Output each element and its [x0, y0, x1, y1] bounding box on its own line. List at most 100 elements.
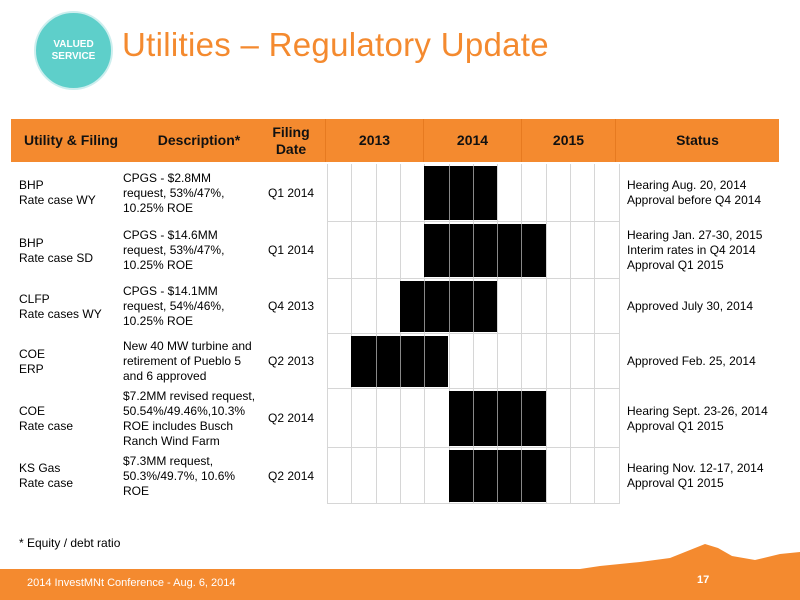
row-divider	[327, 503, 619, 504]
timeline-gridline	[399, 222, 401, 279]
cell-status: Hearing Nov. 12-17, 2014 Approval Q1 201…	[627, 461, 764, 490]
cell-filing-date: Q2 2014	[268, 468, 315, 483]
cell-description: CPGS - $2.8MM request, 53%/47%, 10.25% R…	[123, 170, 225, 215]
cell-filing-date: Q1 2014	[268, 243, 315, 257]
footnote: * Equity / debt ratio	[19, 536, 121, 550]
header-year-2014: 2014	[456, 132, 489, 148]
schedule-bar-quarter-divider	[448, 166, 450, 220]
mountain-decoration	[560, 544, 800, 572]
timeline-gridline	[351, 389, 353, 448]
table-row: COE Rate case $7.2MM revised request, 50.…	[11, 389, 779, 448]
schedule-bar	[424, 166, 498, 220]
cell-utility: BHP Rate case WY	[19, 178, 96, 207]
timeline-gridline	[570, 389, 571, 448]
timeline-gridline	[545, 334, 547, 389]
cell-description: $7.2MM revised request, 50.54%/49.46%,10…	[123, 388, 256, 448]
cell-utility: KS Gas Rate case	[19, 461, 74, 490]
timeline-gridline	[594, 389, 596, 448]
header-status: Status	[676, 132, 719, 148]
timeline-gridline	[594, 222, 596, 279]
cell-filing-date: Q2 2013	[268, 354, 315, 368]
row-divider	[327, 447, 619, 448]
cell-description: CPGS - $14.6MM request, 53%/47%, 10.25% …	[123, 228, 225, 272]
cell-utility: COE Rate case	[19, 403, 74, 433]
timeline-gridline	[618, 279, 620, 334]
cell-filing-date: Q4 2013	[268, 299, 315, 313]
timeline-gridline	[570, 448, 571, 504]
table-row: BHP Rate case WY CPGS - $2.8MM request, 5…	[11, 164, 779, 222]
timeline-gridline	[399, 389, 401, 448]
timeline-gridline	[327, 448, 328, 504]
header-filing-date: Filing Date	[272, 123, 310, 157]
timeline-gridline	[424, 389, 426, 448]
table-header: Utility & Filing Description* Filing Dat…	[11, 119, 779, 162]
cell-description: New 40 MW turbine and retirement of Pueb…	[123, 339, 252, 383]
timeline-gridline	[570, 222, 571, 279]
schedule-bar-quarter-divider	[472, 391, 474, 446]
timeline-gridline	[594, 334, 596, 389]
timeline-gridline	[327, 389, 328, 448]
timeline-gridline	[351, 222, 353, 279]
timeline-gridline	[351, 279, 353, 334]
footer-bar	[0, 569, 800, 600]
badge-line-2: SERVICE	[51, 50, 96, 62]
timeline-gridline	[327, 279, 328, 334]
timeline-gridline	[327, 164, 328, 222]
timeline-gridline	[497, 279, 499, 334]
timeline-gridline	[497, 334, 499, 389]
timeline-gridline	[618, 164, 620, 222]
header-description: Description*	[157, 132, 241, 148]
cell-description: $7.3MM request, 50.3%/49.7%, 10.6% ROE	[123, 453, 236, 498]
timeline-gridline	[618, 448, 620, 504]
valued-service-badge: VALUED SERVICE	[34, 11, 113, 90]
timeline-gridline	[327, 334, 328, 389]
schedule-bar-quarter-divider	[472, 166, 474, 220]
timeline-gridline	[545, 164, 547, 222]
schedule-bar-quarter-divider	[472, 224, 474, 277]
timeline-gridline	[594, 448, 596, 504]
header-year-2013: 2013	[358, 132, 391, 148]
timeline-gridline	[375, 279, 377, 334]
header-utility: Utility & Filing	[24, 132, 119, 148]
timeline-gridline	[545, 389, 547, 448]
schedule-bar-quarter-divider	[497, 391, 499, 446]
timeline-gridline	[594, 279, 596, 334]
table-row: COE ERP New 40 MW turbine and retirement …	[11, 334, 779, 389]
cell-status: Hearing Aug. 20, 2014 Approval before Q4…	[627, 178, 762, 207]
timeline-gridline	[327, 222, 328, 279]
cell-status: Approved July 30, 2014	[627, 299, 754, 313]
schedule-bar-quarter-divider	[424, 281, 426, 332]
badge-line-1: VALUED	[53, 38, 94, 50]
timeline-gridline	[375, 164, 377, 222]
timeline-gridline	[618, 334, 620, 389]
timeline-gridline	[472, 334, 474, 389]
schedule-bar-quarter-divider	[521, 224, 523, 277]
timeline-gridline	[545, 222, 547, 279]
schedule-bar-quarter-divider	[424, 336, 426, 387]
timeline-gridline	[521, 334, 523, 389]
timeline-gridline	[351, 164, 353, 222]
page-number: 17	[697, 574, 710, 586]
schedule-bar-quarter-divider	[448, 281, 450, 332]
timeline-gridline	[375, 448, 377, 504]
cell-status: Approved Feb. 25, 2014	[627, 354, 756, 368]
cell-filing-date: Q2 2014	[268, 411, 315, 425]
slide-title: Utilities – Regulatory Update	[122, 26, 549, 63]
table-row: KS Gas Rate case $7.3MM request, 50.3%/49…	[11, 448, 779, 504]
schedule-bar-quarter-divider	[521, 450, 523, 502]
timeline-gridline	[618, 222, 620, 279]
cell-utility: BHP Rate case SD	[19, 235, 94, 265]
schedule-bar-quarter-divider	[521, 391, 523, 446]
footer-text: 2014 InvestMNt Conference - Aug. 6, 2014	[27, 577, 236, 589]
timeline-gridline	[399, 448, 401, 504]
row-divider	[327, 333, 619, 334]
header-year-2015: 2015	[552, 132, 585, 148]
schedule-bar	[424, 224, 546, 277]
row-divider	[327, 278, 619, 279]
row-divider	[327, 388, 619, 389]
schedule-bar-quarter-divider	[448, 224, 450, 277]
timeline-gridline	[545, 448, 547, 504]
timeline-gridline	[521, 279, 523, 334]
schedule-bar-quarter-divider	[375, 336, 377, 387]
timeline-gridline	[545, 279, 547, 334]
